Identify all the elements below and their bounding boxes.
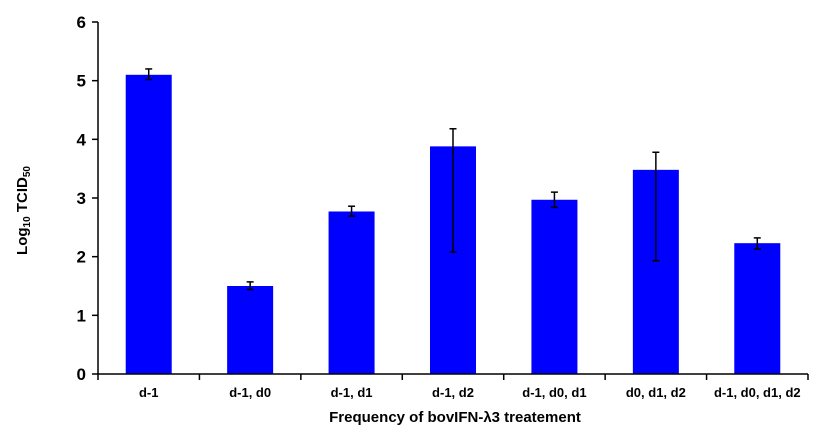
y-tick-label-0: 0 (77, 365, 86, 384)
y-tick-label-2: 2 (77, 248, 86, 267)
x-tick-label-1: d-1, d0 (229, 385, 271, 400)
y-axis-label-container: Log10 TCID50 (10, 100, 36, 320)
x-tick-label-2: d-1, d1 (331, 385, 373, 400)
y-axis-label-sub2: 50 (21, 165, 33, 177)
y-axis-label-mid: TCID (13, 176, 31, 216)
x-tick-label-3: d-1, d2 (432, 385, 474, 400)
bar-1 (227, 286, 274, 374)
y-tick-label-4: 4 (77, 130, 87, 149)
y-axis-label-sub1: 10 (21, 215, 33, 227)
y-tick-label-5: 5 (77, 72, 86, 91)
y-tick-label-6: 6 (77, 13, 86, 32)
x-tick-label-0: d-1 (139, 385, 159, 400)
bar-4 (531, 199, 578, 374)
x-tick-label-4: d-1, d0, d1 (522, 385, 586, 400)
y-tick-label-1: 1 (77, 306, 86, 325)
x-tick-label-6: d-1, d0, d1, d2 (714, 385, 801, 400)
bar-6 (734, 243, 781, 374)
bar-2 (328, 211, 375, 374)
x-tick-label-5: d0, d1, d2 (626, 385, 686, 400)
y-axis-label-main: Log (13, 226, 31, 255)
y-tick-label-3: 3 (77, 189, 86, 208)
y-axis-label: Log10 TCID50 (14, 166, 33, 255)
x-axis-label: Frequency of bovIFN-λ3 treatement (329, 409, 581, 426)
bar-0 (125, 74, 172, 375)
plot-area: 0 1 2 3 4 5 6 d-1 d-1, d0 d-1, d1 d-1, d2 d-1, d0, … (77, 13, 809, 400)
